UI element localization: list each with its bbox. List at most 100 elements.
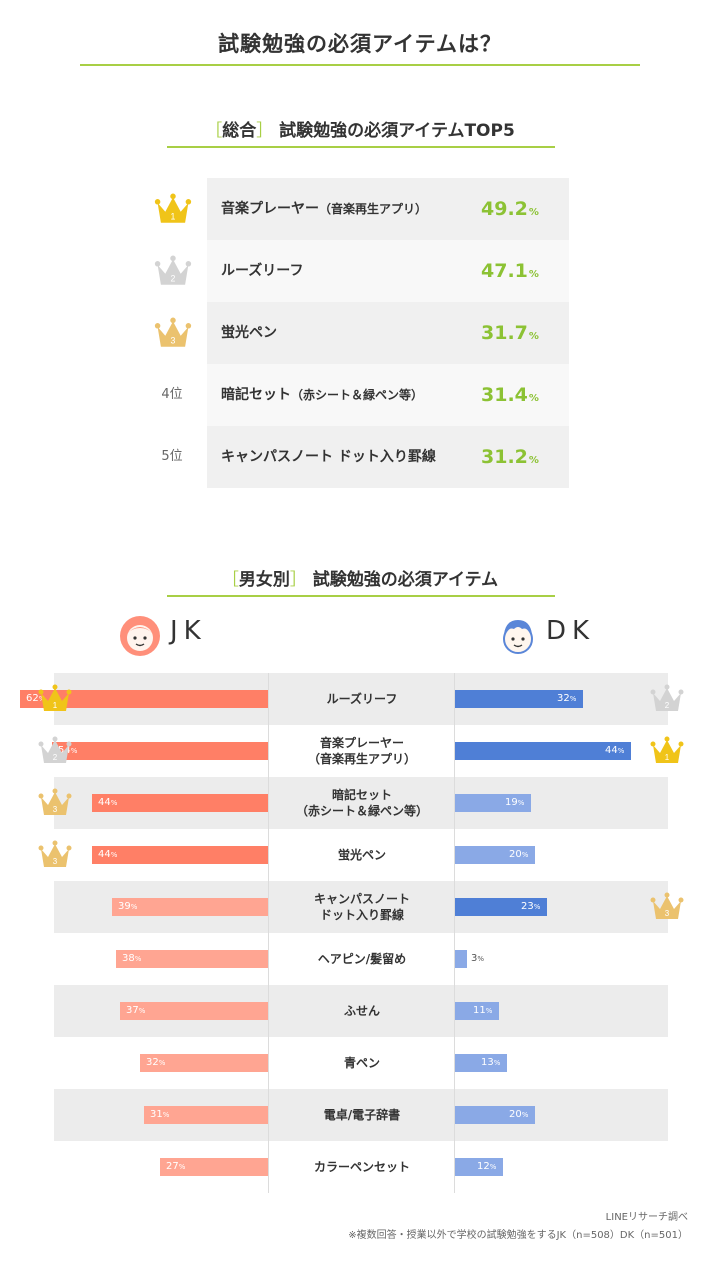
dk-bar bbox=[455, 950, 467, 968]
unit: % bbox=[533, 903, 541, 911]
value: 38 bbox=[122, 953, 135, 964]
category-label: 蛍光ペン bbox=[270, 847, 454, 863]
top5-row: ルーズリーフ 47.1% bbox=[207, 240, 569, 302]
bracket-open: ［ bbox=[221, 570, 239, 590]
unit: % bbox=[521, 851, 529, 859]
jk-axis bbox=[268, 673, 269, 1193]
svg-text:3: 3 bbox=[665, 909, 670, 918]
jk-bar bbox=[160, 1158, 268, 1176]
top5-row: 音楽プレーヤー（音楽再生アプリ） 49.2% bbox=[207, 178, 569, 240]
top5-value: 31.7% bbox=[481, 302, 539, 368]
jk-bar-label: 37% bbox=[126, 1002, 145, 1020]
svg-text:1: 1 bbox=[171, 211, 176, 221]
value-unit: % bbox=[528, 269, 539, 280]
category-label: ふせん bbox=[270, 1003, 454, 1019]
dk-bar bbox=[455, 690, 583, 708]
category-line: 音楽プレーヤー bbox=[319, 736, 404, 750]
jk-bar-label: 44% bbox=[98, 846, 117, 864]
category-line: （音楽再生アプリ） bbox=[307, 752, 416, 766]
value: 39 bbox=[118, 901, 131, 912]
jk-rank-crown-icon: 1 bbox=[38, 684, 72, 714]
category-line: 蛍光ペン bbox=[337, 848, 386, 862]
category-label: ヘアピン/髪留め bbox=[270, 951, 454, 967]
item-name: 暗記セット bbox=[221, 387, 291, 403]
value-number: 49.2 bbox=[481, 198, 528, 220]
dk-bar-label: 12% bbox=[477, 1158, 496, 1176]
unit: % bbox=[70, 747, 78, 755]
unit: % bbox=[493, 1059, 501, 1067]
gender-bracket-label: 男女別 bbox=[238, 570, 290, 590]
sample-note: ※複数回答・授業以外で学校の試験勉強をするJK（n=508）DK（n=501） bbox=[348, 1230, 688, 1241]
svg-text:2: 2 bbox=[665, 701, 670, 710]
dk-bar bbox=[455, 898, 547, 916]
value: 19 bbox=[505, 797, 518, 808]
category-line: キャンパスノート bbox=[313, 892, 410, 906]
dk-bar bbox=[455, 1158, 503, 1176]
top5-value: 31.2% bbox=[481, 426, 539, 492]
unit: % bbox=[517, 799, 525, 807]
jk-bar bbox=[92, 846, 268, 864]
svg-text:3: 3 bbox=[171, 335, 176, 345]
value: 44 bbox=[98, 849, 111, 860]
jk-avatar-icon bbox=[118, 614, 162, 658]
category-line: 電卓/電子辞書 bbox=[323, 1108, 401, 1122]
svg-text:3: 3 bbox=[53, 805, 58, 814]
dk-bar-label: 23% bbox=[521, 898, 540, 916]
unit: % bbox=[110, 799, 118, 807]
value: 11 bbox=[473, 1005, 486, 1016]
value: 62 bbox=[26, 693, 39, 704]
top5-row: 蛍光ペン 31.7% bbox=[207, 302, 569, 364]
jk-bar-label: 27% bbox=[166, 1158, 185, 1176]
item-name: 蛍光ペン bbox=[221, 325, 277, 341]
item-name: キャンパスノート ドット入り罫線 bbox=[221, 449, 436, 465]
dk-bar-label: 32% bbox=[557, 690, 576, 708]
unit: % bbox=[485, 1007, 493, 1015]
unit: % bbox=[477, 955, 485, 963]
jk-bar-label: 39% bbox=[118, 898, 137, 916]
dk-bar-label: 20% bbox=[509, 1106, 528, 1124]
category-line: カラーペンセット bbox=[313, 1160, 410, 1174]
svg-text:2: 2 bbox=[171, 273, 176, 283]
jk-bar bbox=[112, 898, 268, 916]
top5-underline bbox=[167, 146, 555, 148]
item-name: ルーズリーフ bbox=[221, 263, 304, 279]
svg-text:1: 1 bbox=[53, 701, 58, 710]
top5-value: 31.4% bbox=[481, 364, 539, 430]
dk-label: DK bbox=[546, 616, 596, 646]
top5-value: 49.2% bbox=[481, 178, 539, 244]
unit: % bbox=[489, 1163, 497, 1171]
value: 32 bbox=[146, 1057, 159, 1068]
jk-bar-label: 44% bbox=[98, 794, 117, 812]
bracket-open: ［ bbox=[205, 121, 223, 141]
value: 13 bbox=[481, 1057, 494, 1068]
jk-bar bbox=[144, 1106, 268, 1124]
top5-item-name: ルーズリーフ bbox=[221, 240, 303, 302]
value: 12 bbox=[477, 1161, 490, 1172]
gender-title-text: 試験勉強の必須アイテム bbox=[312, 570, 499, 590]
jk-bar bbox=[20, 690, 268, 708]
source-note: LINEリサーチ調べ bbox=[605, 1212, 688, 1223]
item-sub: （音楽再生アプリ） bbox=[319, 202, 428, 216]
dk-bar-label: 11% bbox=[473, 1002, 492, 1020]
value-unit: % bbox=[528, 455, 539, 466]
svg-text:1: 1 bbox=[665, 753, 670, 762]
title-underline bbox=[80, 64, 640, 66]
jk-rank-crown-icon: 3 bbox=[38, 788, 72, 818]
top5-row: 暗記セット（赤シート＆緑ペン等） 31.4% bbox=[207, 364, 569, 426]
jk-bar bbox=[140, 1054, 268, 1072]
dk-bar bbox=[455, 1002, 499, 1020]
dk-rank-crown-icon: 1 bbox=[650, 736, 684, 766]
unit: % bbox=[521, 1111, 529, 1119]
dk-bar-label: 44% bbox=[605, 742, 624, 760]
top5-value: 47.1% bbox=[481, 240, 539, 306]
dk-rank-crown-icon: 2 bbox=[650, 684, 684, 714]
item-name: 音楽プレーヤー bbox=[221, 201, 319, 217]
value: 44 bbox=[98, 797, 111, 808]
jk-bar bbox=[92, 794, 268, 812]
unit: % bbox=[130, 903, 138, 911]
page-title: 試験勉強の必須アイテムは？ bbox=[218, 32, 502, 56]
dk-axis bbox=[454, 673, 455, 1193]
value: 20 bbox=[509, 1109, 522, 1120]
category-label: 暗記セット （赤シート＆緑ペン等） bbox=[270, 787, 454, 819]
category-line: 青ペン bbox=[343, 1056, 380, 1070]
